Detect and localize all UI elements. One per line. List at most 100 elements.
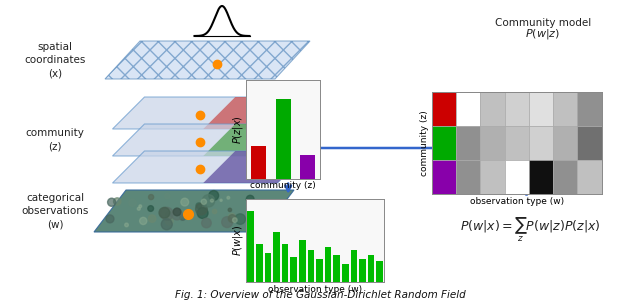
Circle shape	[201, 199, 207, 205]
Circle shape	[113, 198, 121, 205]
Circle shape	[197, 208, 208, 218]
Text: Fig. 1: Overview of the Gaussian-Dirichlet Random Field: Fig. 1: Overview of the Gaussian-Dirichl…	[175, 290, 465, 300]
Bar	[359, 258, 365, 282]
Bar	[265, 253, 271, 282]
Bar	[553, 160, 577, 194]
Circle shape	[209, 191, 219, 201]
Circle shape	[137, 207, 140, 210]
Bar	[529, 126, 553, 160]
Bar	[505, 92, 529, 126]
Text: $P(w|z)$: $P(w|z)$	[525, 27, 561, 41]
Y-axis label: $P(w|x)$: $P(w|x)$	[231, 225, 245, 256]
Text: $P(w|x) = \sum_z P(w|z)P(z|x)$: $P(w|x) = \sum_z P(w|z)P(z|x)$	[460, 216, 600, 244]
Text: categorical
observations
(w): categorical observations (w)	[21, 193, 89, 229]
Circle shape	[139, 205, 141, 208]
Text: community
(z): community (z)	[26, 128, 84, 152]
Circle shape	[220, 199, 222, 201]
Circle shape	[125, 223, 129, 227]
Circle shape	[164, 193, 170, 199]
X-axis label: observation type (w): observation type (w)	[470, 197, 564, 206]
Polygon shape	[204, 97, 310, 129]
Bar	[276, 99, 291, 179]
Bar	[376, 261, 383, 282]
Y-axis label: community (z): community (z)	[420, 110, 429, 176]
Bar	[432, 160, 456, 194]
Bar	[577, 126, 602, 160]
Circle shape	[148, 195, 154, 200]
Circle shape	[196, 203, 207, 215]
Polygon shape	[204, 151, 310, 183]
Text: Community model: Community model	[495, 18, 591, 28]
Bar	[456, 126, 481, 160]
Circle shape	[148, 206, 154, 211]
Polygon shape	[94, 190, 294, 232]
Bar	[342, 264, 349, 282]
Circle shape	[166, 215, 172, 220]
Circle shape	[108, 198, 116, 206]
Bar	[300, 155, 315, 179]
Circle shape	[212, 209, 217, 214]
Polygon shape	[113, 151, 310, 183]
Circle shape	[106, 215, 114, 223]
Bar	[299, 240, 305, 282]
Polygon shape	[113, 97, 310, 129]
X-axis label: observation type (w): observation type (w)	[268, 285, 362, 294]
Bar	[505, 126, 529, 160]
Circle shape	[202, 218, 211, 228]
Bar	[282, 245, 289, 282]
Circle shape	[148, 215, 156, 222]
Circle shape	[161, 219, 172, 230]
Circle shape	[172, 209, 182, 220]
Bar	[432, 126, 456, 160]
Circle shape	[202, 195, 214, 207]
Circle shape	[232, 218, 237, 222]
Bar	[333, 255, 340, 282]
Circle shape	[129, 199, 136, 206]
Bar	[456, 92, 481, 126]
Bar	[273, 232, 280, 282]
Bar	[248, 211, 254, 282]
Circle shape	[173, 208, 181, 216]
Bar	[577, 92, 602, 126]
Circle shape	[211, 199, 214, 202]
Circle shape	[221, 217, 232, 228]
Circle shape	[161, 207, 173, 220]
Circle shape	[228, 215, 236, 222]
Polygon shape	[113, 124, 310, 156]
Y-axis label: $P(z|x)$: $P(z|x)$	[231, 115, 245, 144]
Circle shape	[235, 214, 246, 224]
Text: spatial
coordinates
(x): spatial coordinates (x)	[24, 42, 86, 78]
Bar	[256, 245, 262, 282]
Circle shape	[166, 212, 172, 218]
Polygon shape	[204, 124, 310, 156]
Bar	[529, 92, 553, 126]
Circle shape	[196, 203, 202, 209]
Bar	[432, 92, 456, 126]
Bar	[529, 160, 553, 194]
Bar	[456, 160, 481, 194]
Circle shape	[159, 207, 170, 218]
Circle shape	[246, 195, 254, 203]
Circle shape	[227, 197, 230, 199]
Bar	[351, 250, 357, 282]
Bar	[368, 255, 374, 282]
Bar	[481, 92, 505, 126]
Bar	[481, 126, 505, 160]
Bar	[252, 146, 266, 179]
Bar	[308, 250, 314, 282]
Bar	[553, 126, 577, 160]
X-axis label: community (z): community (z)	[250, 181, 316, 190]
Bar	[577, 160, 602, 194]
Circle shape	[181, 198, 189, 206]
Bar	[481, 160, 505, 194]
Bar	[505, 160, 529, 194]
Bar	[553, 92, 577, 126]
Polygon shape	[105, 41, 310, 79]
Circle shape	[228, 213, 236, 220]
Circle shape	[228, 208, 232, 212]
Bar	[325, 247, 332, 282]
Circle shape	[165, 217, 173, 225]
Bar	[291, 257, 297, 282]
Circle shape	[140, 217, 147, 225]
Bar	[316, 258, 323, 282]
